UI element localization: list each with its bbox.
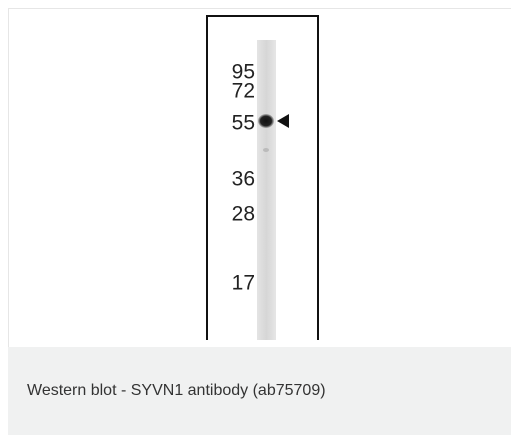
marker-label: 72 bbox=[232, 80, 255, 103]
lane bbox=[257, 40, 276, 340]
band bbox=[258, 114, 274, 128]
blot-figure: 95 72 55 36 28 17 bbox=[0, 0, 511, 347]
marker-label: 36 bbox=[232, 168, 255, 191]
faint-band bbox=[263, 148, 269, 152]
caption: Western blot - SYVN1 antibody (ab75709) bbox=[8, 347, 511, 435]
marker-label: 17 bbox=[232, 272, 255, 295]
marker-label: 28 bbox=[232, 203, 255, 226]
page: 95 72 55 36 28 17 Western blot - SYVN1 a… bbox=[0, 0, 511, 435]
marker-label: 55 bbox=[232, 112, 255, 135]
arrowhead bbox=[277, 114, 289, 128]
